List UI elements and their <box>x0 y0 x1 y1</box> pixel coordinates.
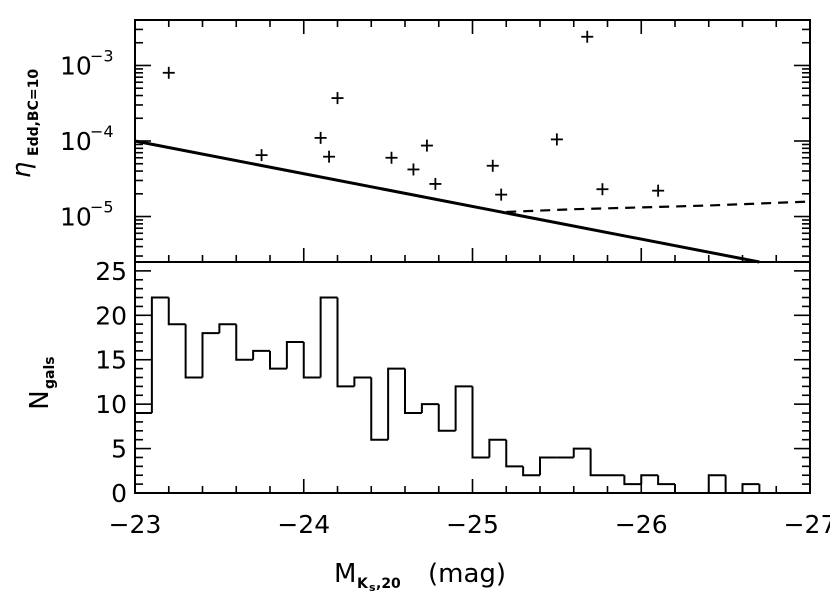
histogram-bin <box>640 474 659 485</box>
histogram-bin <box>454 385 473 431</box>
bottom-y-axis-label-sub: gals <box>42 356 58 389</box>
histogram-bin <box>285 340 304 369</box>
histogram-bin <box>471 386 490 459</box>
histogram-bin <box>741 483 760 493</box>
bottom-y-tick-label: 15 <box>95 346 127 375</box>
scatter-point <box>385 151 398 164</box>
histogram-bin <box>437 404 456 432</box>
scatter-point <box>314 131 327 144</box>
top-y-tick-label-exp: −5 <box>90 198 114 217</box>
histogram-bin <box>572 447 591 458</box>
top-y-tick-label-base: 10 <box>60 51 92 80</box>
scatter-point <box>407 163 420 176</box>
histogram-bin <box>336 297 355 388</box>
x-tick-label: −25 <box>446 510 499 539</box>
histogram-bin <box>707 474 726 493</box>
histogram-bin <box>319 296 338 378</box>
bottom-panel: 0 5 10 15 20 25 −23 −24 −25 −26 −27 <box>95 257 830 539</box>
scatter-point <box>429 177 442 190</box>
histogram-bin <box>370 377 389 441</box>
scatter-point <box>596 183 609 196</box>
scatter-point <box>486 159 499 172</box>
bottom-y-tick-label: 25 <box>95 257 127 286</box>
x-axis-label: M K s ,20 (mag) <box>334 559 506 594</box>
histogram-bin <box>522 466 540 477</box>
histogram-bin <box>505 439 524 468</box>
histogram-bin <box>218 323 237 334</box>
histogram-bin <box>488 438 507 458</box>
top-y-tick-label-base: 10 <box>60 127 92 156</box>
scatter-point <box>581 30 594 43</box>
top-y-tick-label-base: 10 <box>60 203 92 232</box>
top-y-tick-label-exp: −4 <box>90 122 114 141</box>
bottom-y-tick-label: 20 <box>95 301 127 330</box>
scatter-point <box>255 149 268 162</box>
scatter-point <box>495 188 508 201</box>
top-panel: 10−310−410−5 <box>60 19 811 264</box>
x-tick-label: −26 <box>615 510 668 539</box>
bottom-y-tick-label: 5 <box>111 435 127 464</box>
dashed-line <box>506 200 811 214</box>
top-y-tick-label-exp: −3 <box>90 46 114 65</box>
histogram-bin <box>674 484 692 494</box>
histogram-bin <box>150 296 169 414</box>
top-y-axis-label-main: η <box>7 162 37 178</box>
top-y-tick-label: 10−5 <box>60 198 114 232</box>
scatter-point <box>331 92 344 105</box>
bottom-y-tick-label: 10 <box>95 390 127 419</box>
top-y-tick-label: 10−4 <box>60 122 114 156</box>
x-axis-label-main: M <box>334 559 356 589</box>
top-y-tick-label: 10−3 <box>60 46 114 80</box>
histogram-bin <box>724 475 743 494</box>
histogram-bin <box>184 324 203 379</box>
scatter-point <box>420 139 433 152</box>
histogram-bin <box>167 297 186 326</box>
scatter-point <box>162 66 175 79</box>
histogram-bin <box>302 341 321 379</box>
bottom-y-tick-label: 0 <box>111 479 127 508</box>
x-tick-label: −23 <box>109 510 162 539</box>
scatter-point <box>323 150 336 163</box>
top-y-axis-label: η Edd,BC=10 <box>7 69 42 179</box>
top-plot-frame <box>134 19 811 263</box>
x-axis-label-tail: ,20 <box>376 576 401 592</box>
histogram-bin <box>589 448 608 477</box>
histogram-bin <box>404 368 422 415</box>
scatter-point <box>550 133 563 146</box>
histogram-bin <box>420 403 439 414</box>
histogram-bin <box>623 475 642 486</box>
histogram-bin <box>758 484 777 494</box>
x-tick-label: −24 <box>277 510 330 539</box>
histogram-bin <box>201 332 220 378</box>
histogram-bin <box>539 456 557 476</box>
histogram-bin <box>252 349 270 360</box>
x-axis-label-unit: (mag) <box>428 559 506 589</box>
bottom-y-axis-label: N gals <box>25 356 58 409</box>
histogram-bin <box>387 367 405 440</box>
x-axis-label-subsub: s <box>369 581 376 594</box>
bottom-y-axis-label-main: N <box>25 390 55 409</box>
x-tick-label: −27 <box>784 510 830 539</box>
histogram-bin <box>657 475 675 486</box>
scatter-point <box>652 184 665 197</box>
histogram-bin <box>353 376 372 387</box>
histogram-bin <box>269 350 287 370</box>
histogram-bin <box>235 324 254 361</box>
solid-line <box>134 139 760 264</box>
histogram-bin <box>134 412 152 493</box>
x-axis-label-sub: K <box>357 576 369 592</box>
top-y-axis-label-sub: Edd,BC=10 <box>26 69 42 156</box>
